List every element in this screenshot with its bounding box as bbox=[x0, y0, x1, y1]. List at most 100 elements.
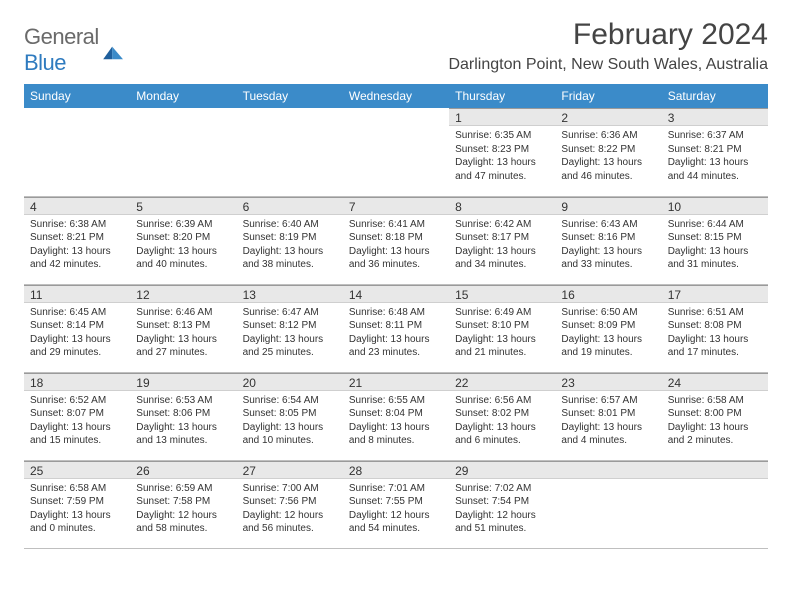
day-details: Sunrise: 6:56 AMSunset: 8:02 PMDaylight:… bbox=[449, 391, 555, 452]
day-cell: 29Sunrise: 7:02 AMSunset: 7:54 PMDayligh… bbox=[449, 460, 555, 548]
day-cell: 1Sunrise: 6:35 AMSunset: 8:23 PMDaylight… bbox=[449, 108, 555, 196]
day-details: Sunrise: 6:44 AMSunset: 8:15 PMDaylight:… bbox=[662, 215, 768, 276]
day-number: 21 bbox=[343, 373, 449, 391]
calendar-row: 18Sunrise: 6:52 AMSunset: 8:07 PMDayligh… bbox=[24, 372, 768, 460]
day-number: 6 bbox=[237, 197, 343, 215]
day-cell: 6Sunrise: 6:40 AMSunset: 8:19 PMDaylight… bbox=[237, 196, 343, 284]
day-details: Sunrise: 6:37 AMSunset: 8:21 PMDaylight:… bbox=[662, 126, 768, 187]
day-number: 1 bbox=[449, 108, 555, 126]
day-details: Sunrise: 6:47 AMSunset: 8:12 PMDaylight:… bbox=[237, 303, 343, 364]
logo: General Blue bbox=[24, 18, 125, 76]
empty-cell bbox=[343, 108, 449, 196]
day-details: Sunrise: 6:35 AMSunset: 8:23 PMDaylight:… bbox=[449, 126, 555, 187]
day-number: 28 bbox=[343, 461, 449, 479]
day-details: Sunrise: 6:46 AMSunset: 8:13 PMDaylight:… bbox=[130, 303, 236, 364]
calendar-row: 4Sunrise: 6:38 AMSunset: 8:21 PMDaylight… bbox=[24, 196, 768, 284]
day-details: Sunrise: 6:52 AMSunset: 8:07 PMDaylight:… bbox=[24, 391, 130, 452]
empty-cell bbox=[662, 460, 768, 548]
day-number: 14 bbox=[343, 285, 449, 303]
day-details: Sunrise: 6:42 AMSunset: 8:17 PMDaylight:… bbox=[449, 215, 555, 276]
day-number: 24 bbox=[662, 373, 768, 391]
day-cell: 10Sunrise: 6:44 AMSunset: 8:15 PMDayligh… bbox=[662, 196, 768, 284]
day-details: Sunrise: 6:45 AMSunset: 8:14 PMDaylight:… bbox=[24, 303, 130, 364]
day-cell: 17Sunrise: 6:51 AMSunset: 8:08 PMDayligh… bbox=[662, 284, 768, 372]
empty-cell bbox=[237, 108, 343, 196]
day-details: Sunrise: 7:00 AMSunset: 7:56 PMDaylight:… bbox=[237, 479, 343, 540]
day-number: 16 bbox=[555, 285, 661, 303]
day-cell: 19Sunrise: 6:53 AMSunset: 8:06 PMDayligh… bbox=[130, 372, 236, 460]
day-cell: 26Sunrise: 6:59 AMSunset: 7:58 PMDayligh… bbox=[130, 460, 236, 548]
day-cell: 27Sunrise: 7:00 AMSunset: 7:56 PMDayligh… bbox=[237, 460, 343, 548]
weekday-header: Monday bbox=[130, 84, 236, 108]
day-cell: 13Sunrise: 6:47 AMSunset: 8:12 PMDayligh… bbox=[237, 284, 343, 372]
day-number: 13 bbox=[237, 285, 343, 303]
weekday-header: Tuesday bbox=[237, 84, 343, 108]
day-number: 17 bbox=[662, 285, 768, 303]
calendar-head: SundayMondayTuesdayWednesdayThursdayFrid… bbox=[24, 84, 768, 108]
logo-word-2: Blue bbox=[24, 50, 66, 75]
day-number: 8 bbox=[449, 197, 555, 215]
title-block: February 2024 Darlington Point, New Sout… bbox=[448, 18, 768, 82]
day-details: Sunrise: 6:40 AMSunset: 8:19 PMDaylight:… bbox=[237, 215, 343, 276]
day-cell: 16Sunrise: 6:50 AMSunset: 8:09 PMDayligh… bbox=[555, 284, 661, 372]
day-details: Sunrise: 6:55 AMSunset: 8:04 PMDaylight:… bbox=[343, 391, 449, 452]
day-cell: 7Sunrise: 6:41 AMSunset: 8:18 PMDaylight… bbox=[343, 196, 449, 284]
day-cell: 21Sunrise: 6:55 AMSunset: 8:04 PMDayligh… bbox=[343, 372, 449, 460]
day-details: Sunrise: 6:57 AMSunset: 8:01 PMDaylight:… bbox=[555, 391, 661, 452]
day-details: Sunrise: 6:54 AMSunset: 8:05 PMDaylight:… bbox=[237, 391, 343, 452]
day-details: Sunrise: 7:01 AMSunset: 7:55 PMDaylight:… bbox=[343, 479, 449, 540]
weekday-header: Sunday bbox=[24, 84, 130, 108]
day-details: Sunrise: 6:41 AMSunset: 8:18 PMDaylight:… bbox=[343, 215, 449, 276]
empty-cell bbox=[130, 108, 236, 196]
day-cell: 2Sunrise: 6:36 AMSunset: 8:22 PMDaylight… bbox=[555, 108, 661, 196]
calendar-body: 1Sunrise: 6:35 AMSunset: 8:23 PMDaylight… bbox=[24, 108, 768, 548]
day-cell: 11Sunrise: 6:45 AMSunset: 8:14 PMDayligh… bbox=[24, 284, 130, 372]
day-details: Sunrise: 7:02 AMSunset: 7:54 PMDaylight:… bbox=[449, 479, 555, 540]
calendar-row: 25Sunrise: 6:58 AMSunset: 7:59 PMDayligh… bbox=[24, 460, 768, 548]
weekday-header: Wednesday bbox=[343, 84, 449, 108]
day-details: Sunrise: 6:38 AMSunset: 8:21 PMDaylight:… bbox=[24, 215, 130, 276]
day-cell: 5Sunrise: 6:39 AMSunset: 8:20 PMDaylight… bbox=[130, 196, 236, 284]
day-number: 19 bbox=[130, 373, 236, 391]
day-number: 5 bbox=[130, 197, 236, 215]
day-cell: 18Sunrise: 6:52 AMSunset: 8:07 PMDayligh… bbox=[24, 372, 130, 460]
day-details: Sunrise: 6:59 AMSunset: 7:58 PMDaylight:… bbox=[130, 479, 236, 540]
day-number: 12 bbox=[130, 285, 236, 303]
day-number: 18 bbox=[24, 373, 130, 391]
calendar-row: 11Sunrise: 6:45 AMSunset: 8:14 PMDayligh… bbox=[24, 284, 768, 372]
day-details: Sunrise: 6:48 AMSunset: 8:11 PMDaylight:… bbox=[343, 303, 449, 364]
header: General Blue February 2024 Darlington Po… bbox=[24, 18, 768, 82]
calendar-table: SundayMondayTuesdayWednesdayThursdayFrid… bbox=[24, 84, 768, 549]
logo-mark-icon bbox=[103, 43, 125, 61]
day-number: 22 bbox=[449, 373, 555, 391]
empty-cell bbox=[24, 108, 130, 196]
empty-cell bbox=[555, 460, 661, 548]
weekday-header: Thursday bbox=[449, 84, 555, 108]
day-cell: 23Sunrise: 6:57 AMSunset: 8:01 PMDayligh… bbox=[555, 372, 661, 460]
day-cell: 9Sunrise: 6:43 AMSunset: 8:16 PMDaylight… bbox=[555, 196, 661, 284]
day-number: 23 bbox=[555, 373, 661, 391]
day-cell: 8Sunrise: 6:42 AMSunset: 8:17 PMDaylight… bbox=[449, 196, 555, 284]
day-details: Sunrise: 6:36 AMSunset: 8:22 PMDaylight:… bbox=[555, 126, 661, 187]
day-number: 9 bbox=[555, 197, 661, 215]
day-details: Sunrise: 6:43 AMSunset: 8:16 PMDaylight:… bbox=[555, 215, 661, 276]
day-number: 3 bbox=[662, 108, 768, 126]
calendar-row: 1Sunrise: 6:35 AMSunset: 8:23 PMDaylight… bbox=[24, 108, 768, 196]
day-number: 10 bbox=[662, 197, 768, 215]
weekday-header: Friday bbox=[555, 84, 661, 108]
month-title: February 2024 bbox=[448, 18, 768, 52]
location: Darlington Point, New South Wales, Austr… bbox=[448, 56, 768, 74]
day-details: Sunrise: 6:58 AMSunset: 7:59 PMDaylight:… bbox=[24, 479, 130, 540]
calendar-page: General Blue February 2024 Darlington Po… bbox=[0, 0, 792, 549]
weekday-row: SundayMondayTuesdayWednesdayThursdayFrid… bbox=[24, 84, 768, 108]
day-number: 2 bbox=[555, 108, 661, 126]
day-cell: 24Sunrise: 6:58 AMSunset: 8:00 PMDayligh… bbox=[662, 372, 768, 460]
day-number: 20 bbox=[237, 373, 343, 391]
day-number: 4 bbox=[24, 197, 130, 215]
day-number: 25 bbox=[24, 461, 130, 479]
logo-text: General Blue bbox=[24, 24, 99, 76]
day-cell: 12Sunrise: 6:46 AMSunset: 8:13 PMDayligh… bbox=[130, 284, 236, 372]
day-cell: 4Sunrise: 6:38 AMSunset: 8:21 PMDaylight… bbox=[24, 196, 130, 284]
day-number: 27 bbox=[237, 461, 343, 479]
day-number: 29 bbox=[449, 461, 555, 479]
